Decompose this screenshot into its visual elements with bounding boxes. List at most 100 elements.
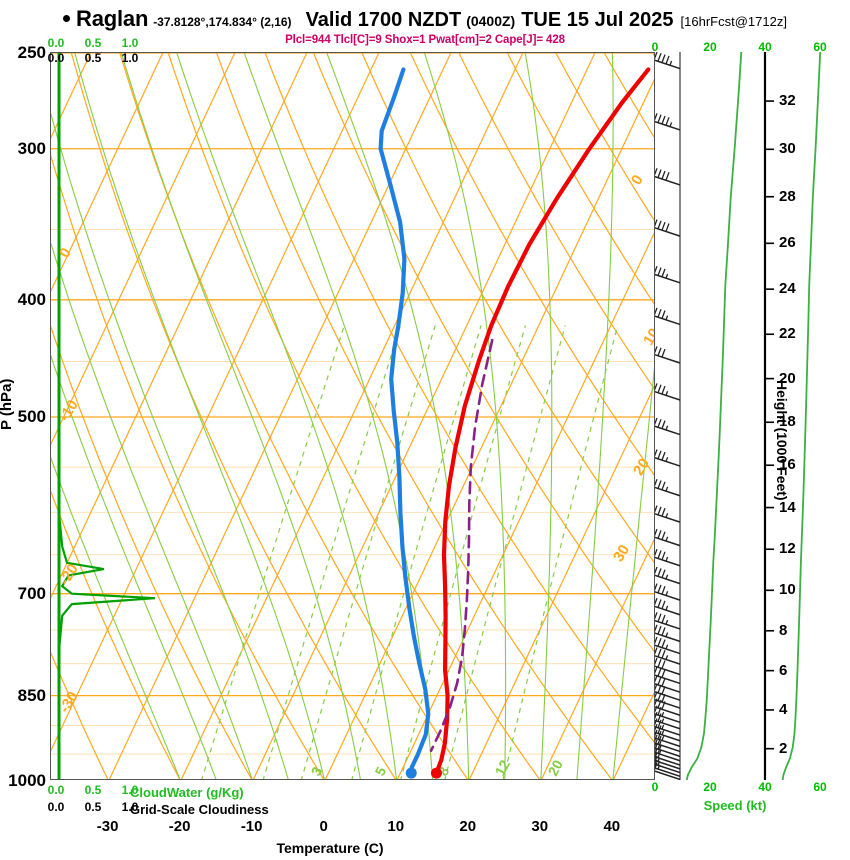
wind-barb: [655, 729, 681, 748]
svg-text:20: 20: [545, 757, 567, 778]
temperature-tick--10: -10: [240, 818, 263, 835]
wind-barb: [655, 734, 681, 753]
temperature-tick-0: 0: [319, 818, 328, 835]
temperature-tick-30: 30: [531, 818, 549, 835]
temperature-axis-label: Temperature (C): [276, 840, 384, 856]
height-axis: [763, 52, 822, 780]
cloudwater-label: CloudWater (g/Kg): [130, 785, 244, 800]
cloudiness-tick-bottom-2: 1.0: [121, 800, 139, 814]
cloudiness-label: Grid-Scale Cloudiness: [130, 802, 269, 817]
wind-barb: [655, 505, 681, 523]
svg-text:10: 10: [640, 325, 655, 348]
speed-tick-top-40: 40: [758, 40, 772, 54]
forecast-hour: [16hrFcst@1712z]: [680, 14, 787, 29]
wind-barb: [655, 624, 681, 643]
wind-barb: [655, 168, 681, 186]
svg-text:30: 30: [610, 542, 633, 565]
cloudwater-tick-top-0: 0.0: [47, 36, 65, 50]
wind-barb: [655, 698, 681, 716]
wind-barb: [655, 383, 681, 401]
cloudwater-tick-top-2: 1.0: [121, 36, 139, 50]
station-name: Raglan: [76, 6, 149, 31]
wind-barb: [655, 705, 681, 724]
wind-barb: [655, 718, 681, 736]
skewt-plot-area: 0 -10 -20 -30 0 10 20 30 3 5 8 12 20: [50, 52, 655, 780]
temperature-surface: [430, 767, 442, 779]
height-tick-6: 6: [779, 661, 788, 679]
wind-barb: [655, 647, 681, 665]
cloudwater-tick-bottom-1: 0.5: [84, 783, 102, 797]
valid-time-zulu: (0400Z): [466, 13, 516, 29]
profile-temperature: [434, 67, 651, 776]
height-tick-8: 8: [779, 621, 788, 639]
wind-barb: [655, 597, 681, 616]
cloudiness-tick-bottom-1: 0.5: [84, 800, 102, 814]
wind-barb: [655, 266, 681, 284]
valid-date: TUE 15 Jul 2025: [521, 9, 674, 31]
wind-barb: [655, 449, 681, 467]
pressure-tick-850: 850: [17, 685, 46, 705]
wind-barb: [655, 612, 681, 630]
wind-barb: [655, 723, 681, 742]
temperature-tick--30: -30: [96, 818, 119, 835]
speed-tick-bottom-60: 60: [813, 780, 827, 794]
height-tick-28: 28: [779, 187, 796, 205]
wind-barb: [655, 748, 681, 766]
cloudwater-tick-top-1: 0.5: [84, 36, 102, 50]
height-tick-26: 26: [779, 234, 796, 252]
height-tick-20: 20: [779, 369, 796, 387]
svg-text:0: 0: [628, 172, 647, 188]
wind-barb: [655, 759, 681, 778]
temperature-tick-20: 20: [459, 818, 477, 835]
wind-barb: [655, 755, 681, 774]
temperature-tick--20: -20: [168, 818, 191, 835]
speed-tick-top-20: 20: [703, 40, 717, 54]
station-dot: [63, 15, 71, 22]
pressure-tick-500: 500: [17, 407, 46, 426]
height-tick-4: 4: [779, 700, 788, 718]
wind-barb: [655, 219, 681, 237]
profile-dewpoint: [378, 67, 431, 776]
temperature-tick-40: 40: [603, 818, 621, 835]
wind-barbs: [655, 52, 743, 780]
profile-parcel: [429, 338, 494, 752]
cloudwater-tick-bottom-2: 1.0: [121, 783, 139, 797]
wind-barb: [655, 346, 681, 364]
height-tick-18: 18: [779, 413, 796, 431]
sounding-indices: Plcl=944 Tlcl[C]=9 Shox=1 Pwat[cm]=2 Cap…: [285, 34, 565, 46]
cloudiness-tick-top-2: 1.0: [121, 51, 139, 65]
wind-barb: [655, 417, 681, 436]
svg-text:20: 20: [630, 455, 653, 478]
pressure-tick-400: 400: [17, 289, 46, 309]
wind-barb: [655, 691, 681, 709]
pressure-tick-700: 700: [17, 583, 46, 603]
pressure-tick-1000: 1000: [8, 771, 46, 790]
height-axis-label: Height (1000 Feet): [774, 380, 790, 501]
height-tick-22: 22: [779, 325, 796, 343]
height-tick-32: 32: [779, 92, 796, 110]
height-tick-14: 14: [779, 498, 796, 516]
temperature-tick-10: 10: [387, 818, 405, 835]
wind-speed-profile: [685, 52, 743, 780]
wind-barb: [655, 657, 681, 676]
dewpoint-surface: [405, 767, 417, 779]
speed-tick-top-0: 0: [651, 40, 659, 54]
pressure-tick-300: 300: [17, 138, 46, 158]
wind-barb: [655, 683, 681, 701]
speed-tick-bottom-40: 40: [758, 780, 772, 794]
wind-barb: [655, 739, 681, 758]
wind-barb: [655, 762, 681, 780]
height-speed-profile: [781, 52, 822, 780]
svg-text:3: 3: [308, 764, 326, 779]
wind-barb: [655, 566, 681, 585]
pressure-axis-label: P (hPa): [0, 378, 15, 430]
valid-time: Valid 1700 NZDT: [305, 9, 462, 31]
wind-barb: [655, 52, 681, 70]
height-tick-30: 30: [779, 140, 796, 158]
wind-barb: [655, 583, 681, 601]
station-coordinates: -37.8128°,174.834° (2,16): [153, 15, 292, 29]
height-tick-12: 12: [779, 540, 796, 558]
pressure-tick-250: 250: [17, 43, 46, 62]
wind-barb: [655, 636, 681, 655]
